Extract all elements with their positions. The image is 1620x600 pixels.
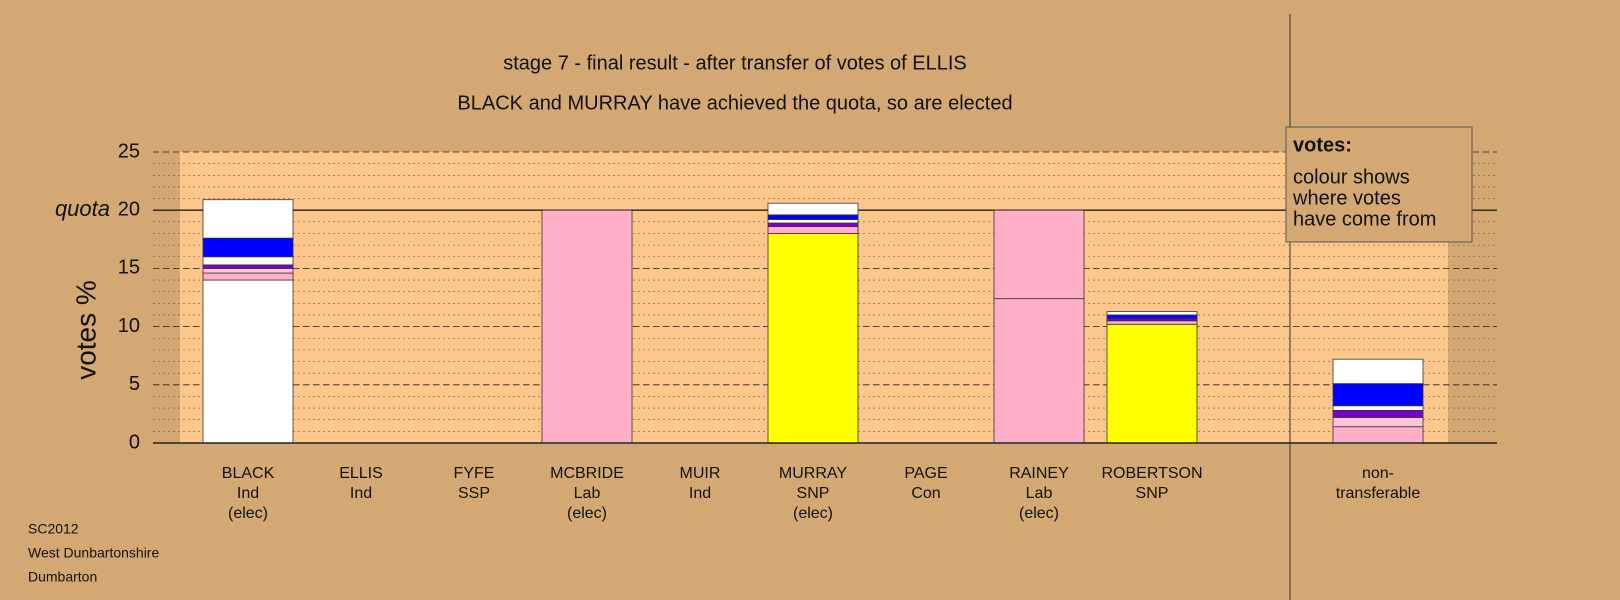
bar-segment: [541, 209, 633, 444]
bar-segment: [767, 214, 859, 220]
bar-segment: [767, 219, 859, 224]
y-tick-label: 15: [118, 257, 140, 279]
bar-segment: [202, 199, 294, 239]
bars: [202, 199, 1424, 444]
x-tick-label: MCBRIDE: [550, 465, 624, 482]
x-tick-label: Ind: [689, 485, 711, 502]
x-tick-label: SNP: [1136, 485, 1169, 502]
x-tick-label: transferable: [1336, 485, 1421, 502]
x-tick-label: (elec): [793, 505, 833, 522]
y-axis-label: votes %: [70, 280, 101, 380]
bar-segment: [202, 279, 294, 444]
x-tick-label: RAINEY: [1009, 465, 1069, 482]
footer-text: Dumbarton: [28, 569, 97, 585]
bar-segment: [1106, 320, 1198, 325]
x-tick-label: Ind: [350, 485, 372, 502]
bar-segment: [202, 264, 294, 269]
quota-label: quota: [55, 196, 110, 221]
bar-segment: [202, 272, 294, 281]
x-tick-label: BLACK: [222, 465, 275, 482]
footer-text: West Dunbartonshire: [28, 545, 159, 561]
x-tick-label: Con: [911, 485, 940, 502]
bar-segment: [767, 233, 859, 444]
x-tick-label: SSP: [458, 485, 490, 502]
footer-text: SC2012: [28, 521, 79, 537]
x-tick-label: (elec): [1019, 505, 1059, 522]
legend-text: where votes: [1292, 187, 1401, 209]
x-tick-label: ROBERTSON: [1101, 465, 1202, 482]
x-tick-label: (elec): [567, 505, 607, 522]
chart-title: stage 7 - final result - after transfer …: [503, 52, 967, 74]
x-tick-label: ELLIS: [339, 465, 383, 482]
y-tick-label: 5: [129, 373, 140, 395]
x-tick-label: PAGE: [904, 465, 947, 482]
bar-segment: [1106, 323, 1198, 444]
bar-segment: [202, 237, 294, 258]
x-tick-label: Lab: [1026, 485, 1053, 502]
bar-segment: [993, 298, 1085, 444]
bar-segment: [1332, 405, 1424, 411]
bar-segment: [202, 256, 294, 266]
legend-text: have come from: [1293, 208, 1436, 230]
x-tick-label: MURRAY: [779, 465, 847, 482]
x-tick-label: MUIR: [680, 465, 721, 482]
bar-segment: [767, 222, 859, 227]
y-tick-label: 25: [118, 140, 140, 162]
bar-segment: [1106, 311, 1198, 316]
x-tick-label: Ind: [237, 485, 259, 502]
chart-subtitle: BLACK and MURRAY have achieved the quota…: [457, 92, 1012, 114]
bar-segment: [1332, 383, 1424, 407]
legend-title: votes:: [1293, 134, 1352, 156]
bar-segment: [993, 209, 1085, 300]
bar-segment: [202, 267, 294, 274]
bar-segment: [1332, 358, 1424, 385]
y-tick-label: 10: [118, 315, 140, 337]
x-tick-label: Lab: [574, 485, 601, 502]
legend-box: [1285, 126, 1473, 243]
bar-segment: [1106, 314, 1198, 319]
y-tick-label: 0: [129, 431, 140, 453]
bar-segment: [767, 202, 859, 216]
x-tick-label: non-: [1362, 465, 1394, 482]
bar-segment: [1332, 416, 1424, 428]
legend-text: colour shows: [1293, 166, 1410, 188]
x-tick-label: SNP: [797, 485, 830, 502]
x-tick-label: FYFE: [454, 465, 495, 482]
bar-segment: [767, 226, 859, 234]
x-tick-label: (elec): [228, 505, 268, 522]
y-tick-label: 20: [118, 198, 140, 220]
bar-segment: [1332, 426, 1424, 444]
bar-segment: [1332, 410, 1424, 418]
